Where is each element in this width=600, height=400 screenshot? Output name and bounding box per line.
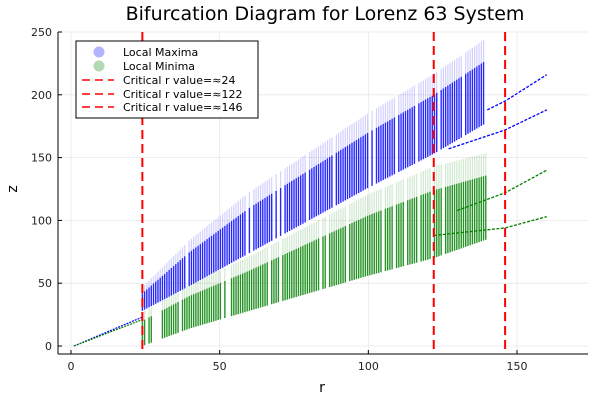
x-tick-label: 150 <box>507 360 528 373</box>
legend: Local Maxima Local Minima Critical r val… <box>75 40 259 119</box>
y-tick-label: 200 <box>31 89 52 102</box>
legend-marker-minima <box>93 60 105 72</box>
critical-lines <box>141 32 507 354</box>
periodic-branch <box>448 109 548 150</box>
y-tick-label: 100 <box>31 214 52 227</box>
y-tick-label: 250 <box>31 26 52 39</box>
y-tick-label: 150 <box>31 152 52 165</box>
legend-label-r122: Critical r value=≈122 <box>123 88 242 101</box>
x-tick-label: 100 <box>358 360 379 373</box>
legend-label-r24: Critical r value=≈24 <box>123 74 235 87</box>
legend-label-minima: Local Minima <box>123 60 195 73</box>
chart-title: Bifurcation Diagram for Lorenz 63 System <box>126 3 525 25</box>
periodic-branch <box>433 216 547 237</box>
legend-label-maxima: Local Maxima <box>123 46 198 59</box>
x-tick-label: 50 <box>213 360 227 373</box>
y-tick-label: 50 <box>38 277 52 290</box>
x-axis-label: r <box>319 380 325 396</box>
series-local-minima <box>73 153 548 347</box>
legend-marker-maxima <box>93 46 105 58</box>
y-tick-label: 0 <box>45 340 52 353</box>
axes: 0 50 100 150 0 50 100 150 200 250 <box>31 26 588 373</box>
legend-label-r146: Critical r value=≈146 <box>123 101 242 114</box>
steady-branch <box>73 319 143 347</box>
x-tick-label: 0 <box>68 360 75 373</box>
y-axis-label: z <box>5 185 21 192</box>
legend-box <box>75 40 259 119</box>
periodic-branch <box>486 74 548 111</box>
